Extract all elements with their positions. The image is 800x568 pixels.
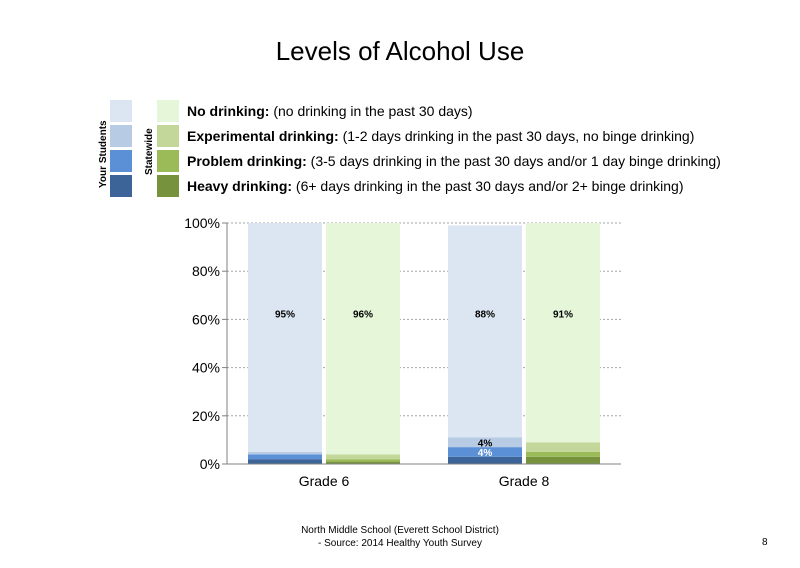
x-tick-label: Grade 6 — [299, 473, 350, 489]
bar-segment — [248, 459, 322, 464]
bar-segment — [248, 454, 322, 460]
data-label: 88% — [475, 309, 495, 320]
y-tick-label: 100% — [184, 215, 220, 231]
page-number: 8 — [762, 537, 768, 548]
legend-item-no-drinking: No drinking: (no drinking in the past 30… — [187, 103, 473, 119]
y-tick-label: 20% — [192, 408, 220, 424]
bar-segment — [326, 461, 400, 464]
legend-swatch-students-heavy — [110, 175, 132, 197]
y-tick-label: 60% — [192, 311, 220, 327]
legend-swatch-students-problem — [110, 150, 132, 172]
data-label: 4% — [478, 448, 493, 459]
y-tick-label: 0% — [200, 456, 220, 472]
y-tick-label: 80% — [192, 263, 220, 279]
data-label: 91% — [553, 309, 573, 320]
bar-segment — [326, 223, 400, 455]
bar-segment — [248, 223, 322, 452]
legend-item-experimental: Experimental drinking: (1-2 days drinkin… — [187, 128, 695, 144]
bar-segment — [448, 225, 522, 438]
legend-swatch-state-heavy — [157, 175, 179, 197]
data-label: 95% — [275, 309, 295, 320]
x-tick-label: Grade 8 — [499, 473, 550, 489]
footer-school: North Middle School (Everett School Dist… — [301, 525, 499, 536]
bar-segment — [248, 451, 322, 455]
data-label: 4% — [478, 438, 493, 449]
footer-source: North Middle School (Everett School Dist… — [200, 524, 600, 550]
legend-swatch-students-experimental — [110, 125, 132, 147]
footer-survey: - Source: 2014 Healthy Youth Survey — [318, 538, 482, 549]
bar-segment — [526, 223, 600, 443]
legend-swatch-students-none — [110, 100, 132, 122]
bar-segment — [448, 456, 522, 464]
bar-segment — [448, 447, 522, 457]
legend-swatch-state-experimental — [157, 125, 179, 147]
chart-title: Levels of Alcohol Use — [275, 36, 525, 66]
legend-item-heavy: Heavy drinking: (6+ days drinking in the… — [187, 178, 684, 194]
bar-segment — [526, 456, 600, 464]
legend-swatch-state-none — [157, 100, 179, 122]
legend-swatch-state-problem — [157, 150, 179, 172]
y-tick-label: 40% — [192, 360, 220, 376]
bar-segment — [448, 437, 522, 448]
bar-segment — [326, 459, 400, 462]
bar-segment — [526, 442, 600, 452]
legend-item-problem: Problem drinking: (3-5 days drinking in … — [187, 153, 721, 169]
bar-segment — [326, 454, 400, 460]
data-label: 96% — [353, 309, 373, 320]
bar-segment — [526, 451, 600, 457]
